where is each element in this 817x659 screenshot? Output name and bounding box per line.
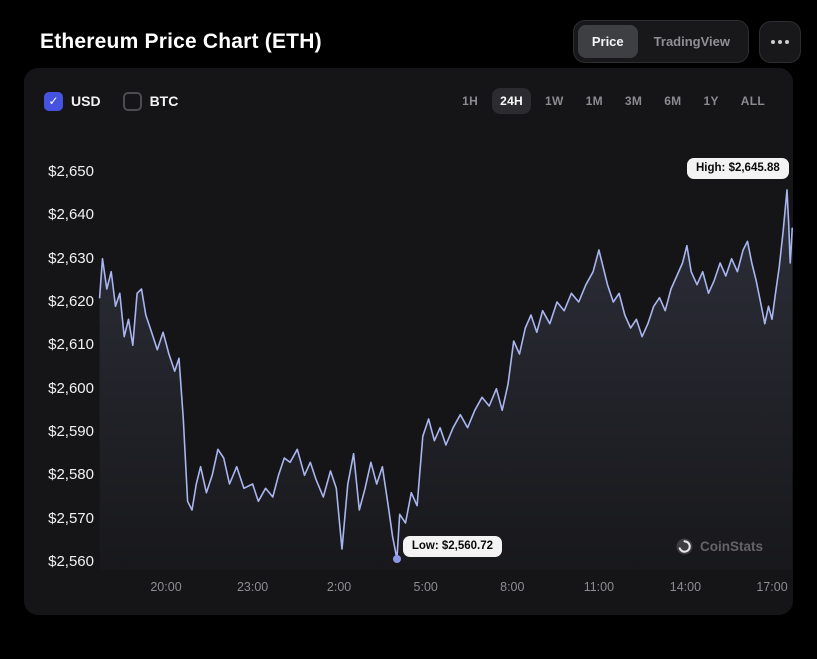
y-axis-label: $2,570 xyxy=(48,509,94,527)
coinstats-watermark: CoinStats xyxy=(676,538,763,555)
y-axis-label: $2,600 xyxy=(48,379,94,397)
x-axis-label: 2:00 xyxy=(326,580,352,594)
usd-checkbox[interactable]: ✓ USD xyxy=(44,91,101,111)
range-6m[interactable]: 6M xyxy=(656,88,689,114)
y-axis-label: $2,650 xyxy=(48,163,94,180)
x-axis-label: 11:00 xyxy=(583,580,615,594)
ellipsis-icon xyxy=(771,39,789,44)
checkbox-checked-icon: ✓ xyxy=(44,91,63,111)
chart-card: ✓ USD BTC 1H 24H 1W 1M 3M 6M 1Y ALL $2,650 $2,640 $… xyxy=(24,68,793,615)
y-axis-label: $2,590 xyxy=(48,423,94,440)
range-1h[interactable]: 1H xyxy=(454,88,486,114)
range-1m[interactable]: 1M xyxy=(578,88,611,114)
range-1w[interactable]: 1W xyxy=(537,88,572,114)
top-bar-actions: Price TradingView xyxy=(572,20,801,63)
top-bar: Ethereum Price Chart (ETH) Price Trading… xyxy=(0,0,817,68)
x-axis-label: 17:00 xyxy=(756,580,788,594)
range-selector: 1H 24H 1W 1M 3M 6M 1Y ALL xyxy=(454,88,773,114)
chart-card-header: ✓ USD BTC 1H 24H 1W 1M 3M 6M 1Y ALL xyxy=(44,88,773,114)
x-axis-label: 8:00 xyxy=(500,580,525,594)
y-axis-label: $2,560 xyxy=(48,553,94,570)
price-chart-canvas[interactable]: $2,650 $2,640 $2,630 $2,620 $2,610 $2,600 $2,5… xyxy=(24,68,793,615)
watermark-label: CoinStats xyxy=(699,539,763,554)
tab-price[interactable]: Price xyxy=(577,25,638,58)
y-axis-label: $2,620 xyxy=(48,293,94,310)
x-axis-label: 5:00 xyxy=(413,580,438,594)
y-axis-label: $2,640 xyxy=(48,206,94,224)
coinstats-logo-icon xyxy=(676,538,693,555)
low-marker-dot xyxy=(392,554,401,563)
checkbox-label: BTC xyxy=(149,93,179,109)
currency-toggles: ✓ USD BTC xyxy=(44,91,179,111)
y-axis-label: $2,610 xyxy=(48,336,94,354)
range-all[interactable]: ALL xyxy=(733,88,773,114)
x-axis-label: 20:00 xyxy=(150,580,182,594)
checkbox-label: USD xyxy=(71,93,101,109)
btc-checkbox[interactable]: BTC xyxy=(122,91,179,111)
x-axis-label: 14:00 xyxy=(669,580,702,594)
checkbox-unchecked-icon xyxy=(122,91,142,111)
price-line-chart xyxy=(98,189,793,570)
y-axis-label: $2,580 xyxy=(48,466,94,484)
low-tooltip: Low: $2,560.72 xyxy=(402,535,503,557)
page-title: Ethereum Price Chart (ETH) xyxy=(40,30,322,53)
view-toggle: Price TradingView xyxy=(572,20,749,63)
range-3m[interactable]: 3M xyxy=(617,88,650,114)
x-axis-label: 23:00 xyxy=(236,580,269,594)
range-1y[interactable]: 1Y xyxy=(695,88,726,114)
range-24h[interactable]: 24H xyxy=(492,88,532,114)
high-tooltip: High: $2,645.88 xyxy=(687,157,789,179)
y-axis-label: $2,630 xyxy=(48,249,94,267)
more-options-button[interactable] xyxy=(759,20,801,63)
tab-tradingview[interactable]: TradingView xyxy=(640,25,744,58)
